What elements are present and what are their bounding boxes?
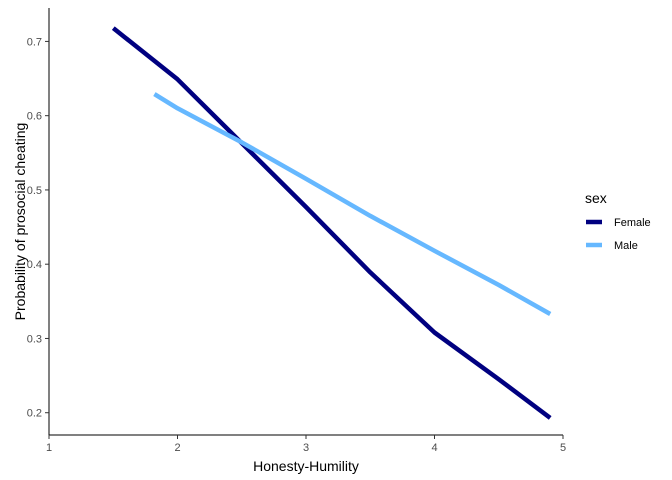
y-tick-label: 0.5 <box>27 185 42 197</box>
x-axis-ticks: 1 2 3 4 5 <box>46 435 566 454</box>
x-tick-label: 1 <box>46 442 52 454</box>
plot-area: 1 2 3 4 5 0.2 0.3 0.4 0.5 0.6 0.7 <box>27 8 566 454</box>
y-tick-label: 0.3 <box>27 333 42 345</box>
x-axis-title: Honesty-Humility <box>253 458 359 474</box>
legend-label-male: Male <box>614 240 638 252</box>
x-tick-label: 5 <box>560 442 566 454</box>
series-line-female <box>111 26 552 420</box>
legend-items: Female Male <box>586 217 651 252</box>
y-tick-label: 0.4 <box>27 259 42 271</box>
y-tick-label: 0.7 <box>27 36 42 48</box>
x-tick-label: 4 <box>431 442 437 454</box>
legend-title: sex <box>585 190 607 206</box>
legend-label-female: Female <box>614 217 651 229</box>
y-tick-label: 0.6 <box>27 111 42 123</box>
x-tick-label: 3 <box>303 442 309 454</box>
y-axis-title: Probability of prosocial cheating <box>12 123 28 321</box>
legend: sex Female Male <box>585 190 651 252</box>
y-axis-ticks: 0.2 0.3 0.4 0.5 0.6 0.7 <box>27 36 49 420</box>
x-tick-label: 2 <box>174 442 180 454</box>
series-layer <box>111 26 552 420</box>
series-line-male <box>153 92 552 316</box>
y-tick-label: 0.2 <box>27 408 42 420</box>
